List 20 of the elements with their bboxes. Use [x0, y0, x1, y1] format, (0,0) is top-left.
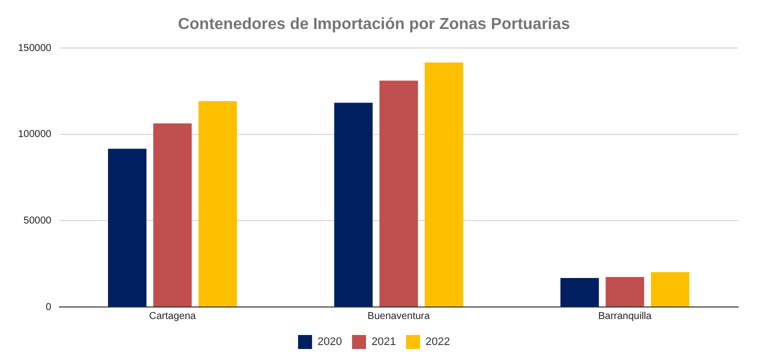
y-tick-label: 100000 — [18, 129, 52, 140]
y-tick-label: 150000 — [18, 42, 52, 54]
bar — [198, 101, 237, 306]
chart-title: Contenedores de Importación por Zonas Portuarias — [178, 16, 570, 34]
bar — [650, 272, 690, 306]
y-tick-label: 0 — [46, 302, 52, 313]
legend-label: 2021 — [372, 336, 396, 348]
y-tick-label: 50000 — [24, 215, 52, 226]
legend-label: 2020 — [318, 336, 342, 348]
x-tick-label: Barranquilla — [598, 310, 652, 322]
legend-label: 2022 — [425, 336, 450, 348]
bar — [606, 276, 644, 306]
bar — [153, 123, 192, 306]
bar — [379, 80, 418, 306]
bar — [424, 62, 464, 306]
x-tick-label: Buenaventura — [368, 310, 430, 322]
bar — [108, 148, 146, 306]
x-tick-label: Cartagena — [149, 310, 196, 322]
bar — [334, 102, 373, 306]
bar — [560, 278, 599, 306]
